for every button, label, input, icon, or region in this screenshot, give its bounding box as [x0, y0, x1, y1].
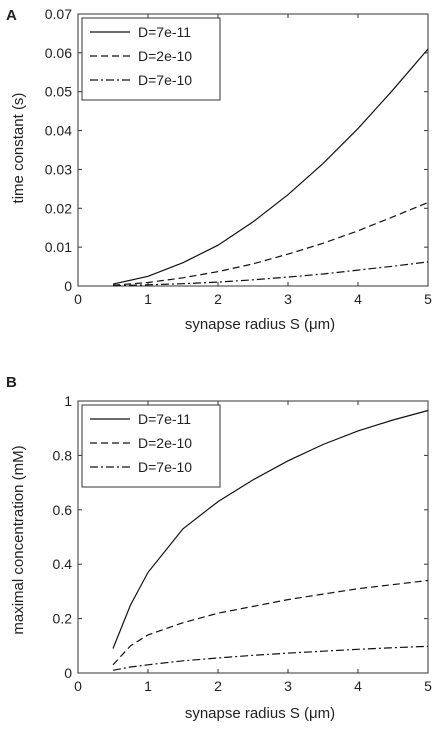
x-tick-label: 2	[214, 291, 222, 307]
series-line-solid	[112, 409, 429, 649]
series-line-dashdot	[112, 261, 429, 287]
plot-frame	[77, 13, 429, 287]
x-tick-label: 1	[144, 291, 152, 307]
legend-label: D=7e-11	[138, 24, 191, 40]
x-tick-label: 1	[144, 678, 152, 694]
panel-b-ylabel: maximal concentration (mM)	[10, 445, 27, 634]
panel-a-ylabel: time constant (s)	[10, 93, 27, 204]
plot-frame	[77, 400, 429, 674]
y-tick-label: 0.8	[53, 447, 73, 463]
y-tick-label: 0.2	[53, 611, 73, 627]
panel-a: A 0 1 2 3 4 5 0 0.01 0.02 0.03 0.04 0.05 0.06 0.07 D=7…	[6, 6, 432, 333]
x-tick-label: 5	[424, 291, 432, 307]
panel-a-xlabel: synapse radius S (μm)	[185, 316, 335, 333]
series-line-solid	[112, 48, 429, 285]
panel-b-xlabel: synapse radius S (μm)	[185, 705, 335, 722]
x-tick-label: 0	[74, 678, 82, 694]
x-tick-label: 3	[284, 678, 292, 694]
x-tick-label: 5	[424, 678, 432, 694]
y-tick-label: 0.06	[45, 45, 72, 61]
y-tick-label: 0.02	[45, 200, 72, 216]
y-tick-label: 0.01	[45, 239, 72, 255]
panel-b: B 0 1 2 3 4 5 0 0.2 0.4 0.6 0.8 1 D=7e-11 D=2e-10 D=7e…	[6, 374, 432, 722]
y-tick-label: 0.03	[45, 161, 72, 177]
legend-label: D=7e-10	[138, 72, 192, 88]
x-tick-label: 4	[354, 678, 362, 694]
y-tick-label: 1	[64, 393, 72, 409]
x-tick-label: 0	[74, 291, 82, 307]
y-tick-label: 0.4	[53, 556, 73, 572]
panel-b-label: B	[6, 374, 17, 391]
y-tick-label: 0.04	[45, 123, 72, 139]
y-tick-label: 0	[64, 278, 72, 294]
y-tick-label: 0.05	[45, 84, 72, 100]
legend-label: D=2e-10	[138, 48, 192, 64]
x-tick-label: 4	[354, 291, 362, 307]
panel-a-label: A	[6, 7, 17, 24]
y-tick-label: 0.6	[53, 502, 73, 518]
x-tick-label: 2	[214, 678, 222, 694]
legend-label: D=2e-10	[138, 435, 192, 451]
y-tick-label: 0.07	[45, 6, 72, 22]
x-tick-label: 3	[284, 291, 292, 307]
series-line-dashed	[112, 201, 429, 286]
legend-label: D=7e-11	[138, 411, 191, 427]
series-line-dashed	[112, 579, 429, 666]
series-line-dashdot	[112, 645, 429, 671]
y-tick-label: 0	[64, 665, 72, 681]
legend-label: D=7e-10	[138, 459, 192, 475]
